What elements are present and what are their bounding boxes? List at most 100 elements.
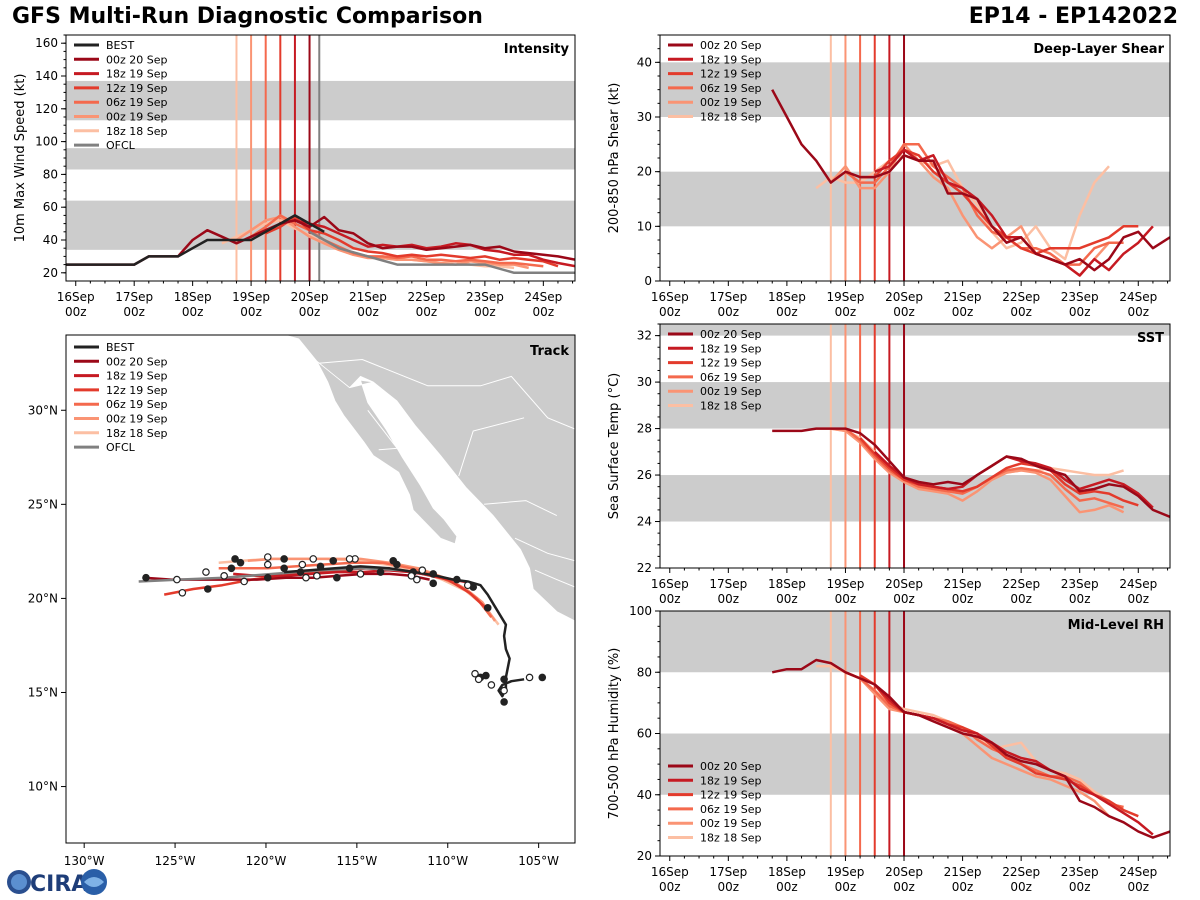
storm-id-title: EP14 - EP142022 (968, 4, 1178, 29)
rh-xtick-label-day: 19Sep (827, 865, 865, 879)
intensity-xtick-label-day: 21Sep (349, 290, 387, 304)
sst-ytick-label: 28 (637, 422, 652, 436)
track-marker-open (407, 572, 416, 580)
sst-band-1 (660, 382, 1170, 429)
sst-legend-label: 18z 19 Sep (700, 342, 762, 355)
rh-xtick-label-hour: 00z (952, 880, 974, 894)
sst-xtick-label-hour: 00z (1127, 592, 1149, 606)
rh-band-1 (660, 611, 1170, 673)
sst-legend-label: 00z 20 Sep (700, 328, 762, 341)
intensity-ytick-label: 80 (43, 167, 58, 181)
track-marker-filled (538, 673, 547, 682)
rh-xtick-label-hour: 00z (718, 880, 740, 894)
track-marker-filled (500, 698, 508, 706)
sst-xtick-label-hour: 00z (718, 592, 740, 606)
shear-panel-title: Deep-Layer Shear (1033, 42, 1164, 57)
track-legend-label: 06z 19 Sep (106, 398, 168, 411)
track-marker-filled (203, 585, 212, 593)
track-marker-filled (263, 573, 272, 582)
track-marker-filled (453, 575, 461, 584)
rh-xtick-label-day: 22Sep (1002, 865, 1040, 879)
shear-legend-label: 06z 19 Sep (700, 82, 762, 95)
shear-ytick-label: 20 (637, 165, 652, 179)
state-border-3 (458, 417, 525, 477)
shear-xtick-label-hour: 00z (776, 305, 798, 319)
sst-xtick-label-day: 18Sep (768, 577, 806, 591)
intensity-xtick-label-day: 23Sep (466, 290, 504, 304)
track-marker-filled (142, 573, 150, 582)
shear-ytick-label: 40 (637, 55, 652, 69)
intensity-ytick-label: 120 (35, 102, 58, 116)
land-baja-peninsula (316, 360, 458, 545)
sst-ylabel: Sea Surface Temp (°C) (607, 373, 622, 520)
sst-ytick-label: 22 (637, 561, 652, 575)
track-marker-open (202, 568, 210, 576)
intensity-band-2 (66, 80, 575, 121)
sst-panel-title: SST (1137, 331, 1164, 346)
track-xtick-label: 125°W (155, 854, 196, 868)
track-marker-filled (296, 568, 305, 576)
cira-globe-inner-icon (11, 874, 27, 890)
state-border-5 (514, 537, 575, 562)
track-marker-open (345, 555, 354, 563)
track-legend-label: 00z 19 Sep (106, 413, 168, 426)
track-xtick-label: 110°W (427, 854, 468, 868)
sst-legend-label: 18z 18 Sep (700, 400, 762, 413)
track-marker-open (220, 572, 228, 580)
track-xtick-label: 120°W (246, 854, 287, 868)
shear-xtick-label-day: 24Sep (1119, 290, 1157, 304)
track-marker-filled (345, 564, 354, 573)
sst-xtick-label-day: 24Sep (1119, 577, 1157, 591)
shear-xtick-label-hour: 00z (835, 305, 857, 319)
track-marker-open (309, 555, 318, 563)
shear-xtick-label-hour: 00z (659, 305, 681, 319)
sst-ytick-label: 30 (637, 375, 652, 389)
rh-ytick-label: 80 (637, 665, 652, 679)
intensity-series-06z-19-sep (250, 214, 544, 268)
track-marker-open (263, 560, 272, 569)
rh-xtick-label-hour: 00z (1069, 880, 1091, 894)
rh-legend-label: 12z 19 Sep (700, 789, 762, 802)
track-ytick-label: 15°N (28, 685, 58, 699)
sst-series-00z-19-sep (830, 427, 1125, 514)
shear-ytick-label: 10 (637, 219, 652, 233)
shear-xtick-label-day: 21Sep (944, 290, 982, 304)
sst-ytick-label: 24 (637, 515, 652, 529)
shear-xtick-label-day: 16Sep (651, 290, 689, 304)
rh-xtick-label-day: 20Sep (885, 865, 923, 879)
intensity-xtick-label-day: 17Sep (115, 290, 153, 304)
track-ytick-label: 10°N (28, 780, 58, 794)
intensity-ytick-label: 60 (43, 200, 58, 214)
shear-band-1 (660, 62, 1170, 117)
state-border-1 (367, 409, 398, 449)
shear-legend-label: 18z 18 Sep (700, 111, 762, 124)
rh-panel: 20 40 60 80 100 700-500 hPa Humidity (%) 16Sep… (607, 604, 1171, 894)
intensity-series-18z-19-sep (280, 219, 575, 268)
track-legend-label: 12z 19 Sep (106, 384, 168, 397)
state-border-6 (534, 569, 575, 588)
state-border-4 (484, 500, 558, 517)
sst-xtick-label-hour: 00z (1010, 592, 1032, 606)
shear-plot-area (660, 35, 1170, 281)
shear-series-00z-20-sep (771, 89, 1170, 272)
intensity-ytick-label: 140 (35, 69, 58, 83)
track-plot-area (138, 335, 575, 706)
intensity-ytick-label: 100 (35, 135, 58, 149)
rh-xtick-label-hour: 00z (659, 880, 681, 894)
rh-legend-label: 06z 19 Sep (700, 803, 762, 816)
sst-xtick-label-hour: 00z (952, 592, 974, 606)
rh-xtick-label-hour: 00z (776, 880, 798, 894)
intensity-series-ofcl (308, 230, 575, 275)
rh-xtick-label-day: 23Sep (1061, 865, 1099, 879)
track-marker-open (313, 572, 321, 580)
intensity-xtick-label-hour: 00z (182, 305, 204, 319)
rh-legend-label: 18z 18 Sep (700, 832, 762, 845)
shear-legend-label: 00z 20 Sep (700, 39, 762, 52)
intensity-xtick-label-day: 22Sep (407, 290, 445, 304)
track-marker-open (413, 575, 421, 584)
track-best (284, 565, 525, 698)
rh-legend-label: 00z 20 Sep (700, 760, 762, 773)
intensity-ytick-label: 40 (43, 233, 58, 247)
track-xtick-label: 105°W (518, 854, 559, 868)
intensity-ylabel: 10m Max Wind Speed (kt) (13, 74, 28, 243)
